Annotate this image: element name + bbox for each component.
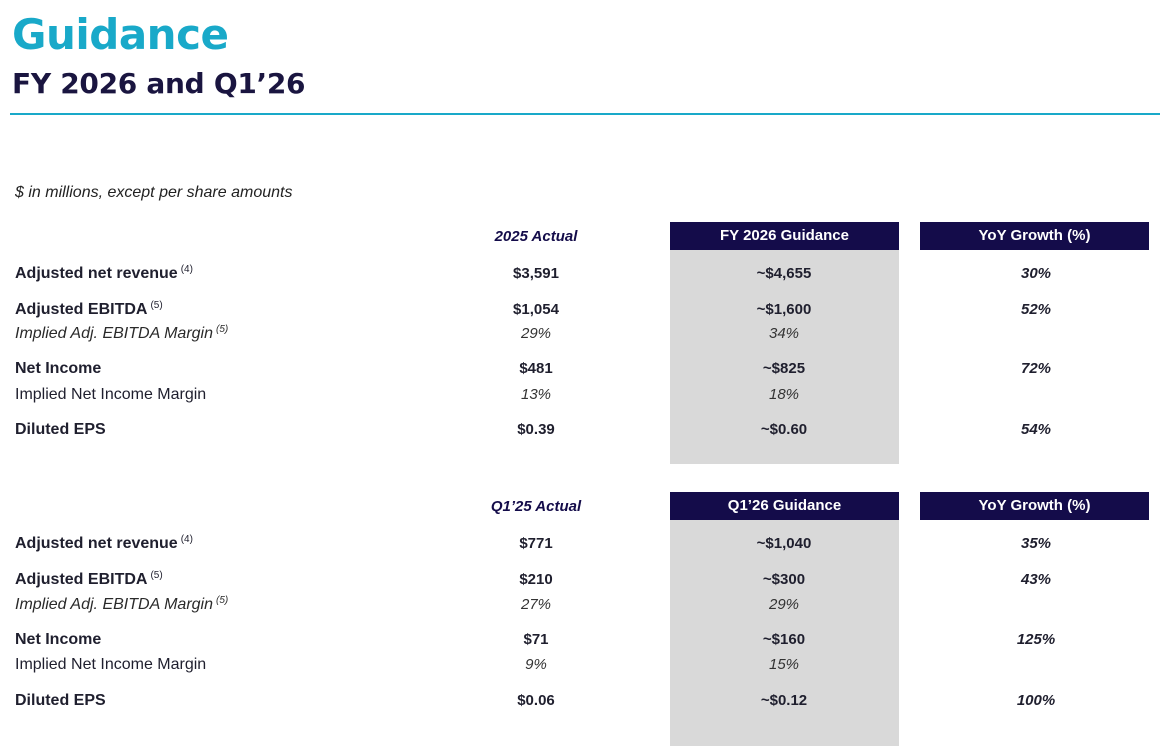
- actual-value: 27%: [520, 596, 552, 613]
- guidance-value: ~$4,655: [756, 265, 812, 282]
- units-note: $ in millions, except per share amounts: [15, 184, 293, 201]
- yoy-value: 52%: [1020, 301, 1052, 318]
- actual-value: $0.39: [517, 421, 555, 438]
- row-label: Implied Adj. EBITDA Margin (5): [15, 595, 229, 613]
- row-label: Adjusted net revenue (4): [15, 534, 193, 552]
- guidance-value: 15%: [768, 656, 800, 673]
- row-label: Adjusted net revenue (4): [15, 264, 193, 282]
- guidance-value: ~$1,600: [756, 301, 812, 318]
- title-divider: [10, 113, 1160, 115]
- fy-guidance-header: FY 2026 Guidance: [670, 222, 899, 250]
- guidance-value: ~$0.60: [760, 421, 808, 438]
- actual-value: $1,054: [513, 301, 559, 318]
- q1-guidance-header: Q1’26 Guidance: [670, 492, 899, 520]
- row-label: Adjusted EBITDA (5): [15, 300, 163, 318]
- fy-yoy-header: YoY Growth (%): [920, 222, 1149, 250]
- fy-guidance-shading: [670, 249, 899, 464]
- guidance-value: ~$160: [762, 631, 806, 648]
- actual-value: $771: [519, 535, 553, 552]
- row-label: Net Income: [15, 631, 102, 648]
- actual-value: $210: [519, 571, 553, 588]
- guidance-value: ~$300: [762, 571, 806, 588]
- guidance-value: 18%: [768, 386, 800, 403]
- actual-value: $481: [519, 360, 553, 377]
- q1-actual-header: Q1’25 Actual: [490, 498, 582, 515]
- row-label: Diluted EPS: [15, 421, 106, 438]
- yoy-value: 72%: [1020, 360, 1052, 377]
- actual-value: $71: [523, 631, 549, 648]
- guidance-value: ~$825: [762, 360, 806, 377]
- row-label: Implied Net Income Margin: [15, 386, 207, 403]
- row-label: Adjusted EBITDA (5): [15, 570, 163, 588]
- page-subtitle: FY 2026 and Q1’26: [12, 67, 306, 100]
- guidance-value: 29%: [768, 596, 800, 613]
- guidance-value: ~$0.12: [760, 692, 808, 709]
- yoy-value: 54%: [1020, 421, 1052, 438]
- actual-value: 9%: [525, 656, 547, 673]
- fy-actual-header: 2025 Actual: [494, 228, 578, 245]
- guidance-value: ~$1,040: [756, 535, 812, 552]
- row-label: Net Income: [15, 360, 102, 377]
- q1-guidance-shading: [670, 519, 899, 746]
- q1-yoy-header: YoY Growth (%): [920, 492, 1149, 520]
- actual-value: $3,591: [513, 265, 559, 282]
- guidance-value: 34%: [768, 325, 800, 342]
- yoy-value: 43%: [1020, 571, 1052, 588]
- row-label: Implied Net Income Margin: [15, 656, 207, 673]
- actual-value: $0.06: [517, 692, 555, 709]
- yoy-value: 100%: [1016, 692, 1056, 709]
- yoy-value: 30%: [1020, 265, 1052, 282]
- row-label: Diluted EPS: [15, 692, 106, 709]
- yoy-value: 125%: [1016, 631, 1056, 648]
- row-label: Implied Adj. EBITDA Margin (5): [15, 324, 229, 342]
- page-title: Guidance: [12, 10, 229, 59]
- actual-value: 29%: [520, 325, 552, 342]
- actual-value: 13%: [520, 386, 552, 403]
- yoy-value: 35%: [1020, 535, 1052, 552]
